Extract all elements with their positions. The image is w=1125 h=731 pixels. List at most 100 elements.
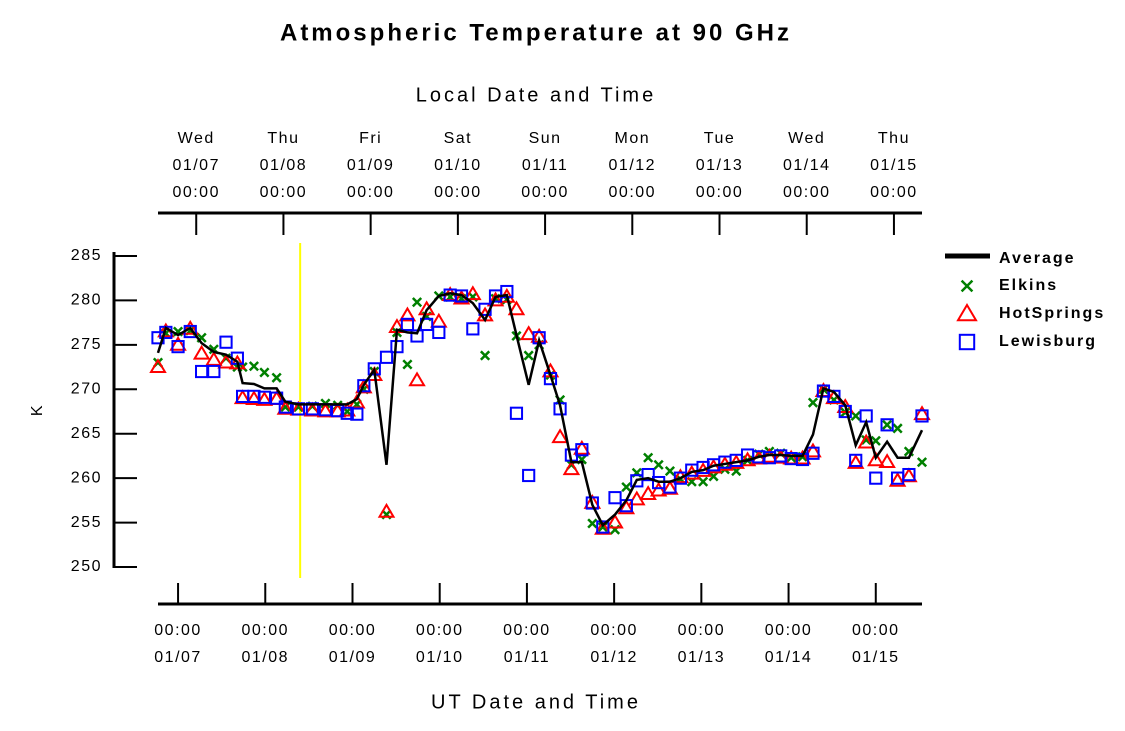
y-tick-label: 255 bbox=[71, 514, 102, 531]
point bbox=[617, 499, 636, 515]
top-tick-day: Thu bbox=[267, 130, 299, 147]
x-tick-label: 00:00 bbox=[765, 622, 813, 639]
point bbox=[398, 306, 417, 322]
point bbox=[878, 453, 896, 469]
x-tick-date: 01/10 bbox=[416, 649, 464, 666]
point bbox=[519, 325, 538, 341]
point bbox=[271, 372, 282, 383]
x-tick-label: 00:00 bbox=[329, 622, 377, 639]
legend-label: Lewisburg bbox=[999, 333, 1097, 350]
point bbox=[869, 471, 883, 485]
point bbox=[357, 379, 371, 393]
point bbox=[169, 335, 187, 351]
point bbox=[698, 476, 709, 487]
point bbox=[432, 325, 446, 340]
point bbox=[846, 454, 865, 469]
point bbox=[486, 291, 505, 307]
point bbox=[417, 300, 436, 316]
point bbox=[430, 312, 448, 328]
point bbox=[303, 401, 322, 417]
y-tick-label: 265 bbox=[71, 425, 102, 442]
top-tick-date: 01/08 bbox=[260, 157, 308, 174]
y-tick-label: 280 bbox=[71, 292, 102, 309]
legend-label: HotSprings bbox=[999, 305, 1105, 322]
y-tick-label: 270 bbox=[71, 381, 102, 398]
point bbox=[233, 389, 252, 405]
point bbox=[913, 405, 931, 421]
point bbox=[377, 502, 396, 518]
top-tick-date: 01/07 bbox=[172, 157, 220, 174]
point bbox=[900, 467, 918, 483]
point bbox=[849, 453, 863, 467]
point bbox=[641, 467, 655, 482]
legend-symbol bbox=[958, 333, 976, 351]
top-tick-day: Thu bbox=[878, 130, 910, 147]
point bbox=[454, 289, 469, 303]
x-tick-date: 01/15 bbox=[852, 649, 900, 666]
point bbox=[804, 442, 822, 458]
top-tick-label: 00:00 bbox=[347, 184, 395, 201]
point bbox=[892, 423, 903, 434]
point bbox=[643, 452, 654, 463]
x-tick-label: 00:00 bbox=[678, 622, 726, 639]
point bbox=[340, 406, 354, 420]
top-tick-day: Fri bbox=[359, 130, 382, 147]
top-tick-label: 00:00 bbox=[783, 184, 831, 201]
point bbox=[149, 358, 167, 373]
top-tick-date: 01/14 bbox=[783, 157, 831, 174]
point bbox=[673, 471, 688, 485]
point bbox=[217, 353, 235, 369]
x-tick-label: 00:00 bbox=[503, 622, 551, 639]
x-tick-date: 01/12 bbox=[590, 649, 638, 666]
point bbox=[316, 402, 335, 418]
point bbox=[257, 390, 272, 404]
point bbox=[464, 285, 482, 301]
point bbox=[771, 448, 790, 464]
legend-label: Average bbox=[999, 250, 1076, 267]
y-tick-label: 250 bbox=[71, 558, 102, 575]
point bbox=[355, 378, 373, 394]
chart-title: Atmospheric Temperature at 90 GHz bbox=[280, 19, 792, 46]
point bbox=[402, 359, 413, 370]
x-tick-date: 01/13 bbox=[678, 649, 726, 666]
point bbox=[195, 364, 209, 379]
top-tick-day: Tue bbox=[704, 130, 735, 147]
point bbox=[507, 300, 526, 316]
y-tick-label: 260 bbox=[71, 469, 102, 486]
top-tick-label: 00:00 bbox=[434, 184, 482, 201]
point bbox=[479, 350, 491, 361]
point bbox=[916, 457, 928, 468]
point bbox=[653, 459, 664, 470]
point bbox=[575, 443, 589, 457]
top-tick-day: Wed bbox=[788, 130, 825, 147]
top-tick-day: Wed bbox=[178, 130, 215, 147]
y-tick-label: 275 bbox=[71, 336, 102, 353]
top-tick-day: Sun bbox=[529, 130, 562, 147]
point bbox=[628, 490, 646, 506]
point bbox=[882, 419, 893, 430]
point bbox=[664, 465, 676, 477]
point bbox=[205, 350, 223, 366]
point bbox=[902, 467, 916, 482]
point bbox=[606, 513, 624, 529]
top-tick-label: 00:00 bbox=[172, 184, 220, 201]
x-tick-date: 01/11 bbox=[504, 649, 550, 666]
point bbox=[228, 354, 247, 370]
point bbox=[594, 519, 612, 535]
point bbox=[608, 491, 622, 505]
legend-symbol bbox=[960, 279, 974, 293]
point bbox=[639, 485, 657, 501]
point bbox=[621, 481, 632, 493]
y-tick-label: 285 bbox=[71, 247, 102, 264]
x-axis-title: UT Date and Time bbox=[431, 691, 641, 713]
x-tick-label: 00:00 bbox=[590, 622, 638, 639]
point bbox=[596, 520, 610, 534]
point bbox=[915, 409, 929, 423]
top-tick-label: 00:00 bbox=[260, 184, 308, 201]
point bbox=[192, 344, 211, 360]
point bbox=[661, 479, 679, 495]
point bbox=[181, 319, 200, 335]
point bbox=[573, 439, 591, 455]
point bbox=[850, 410, 861, 422]
point bbox=[587, 518, 598, 529]
